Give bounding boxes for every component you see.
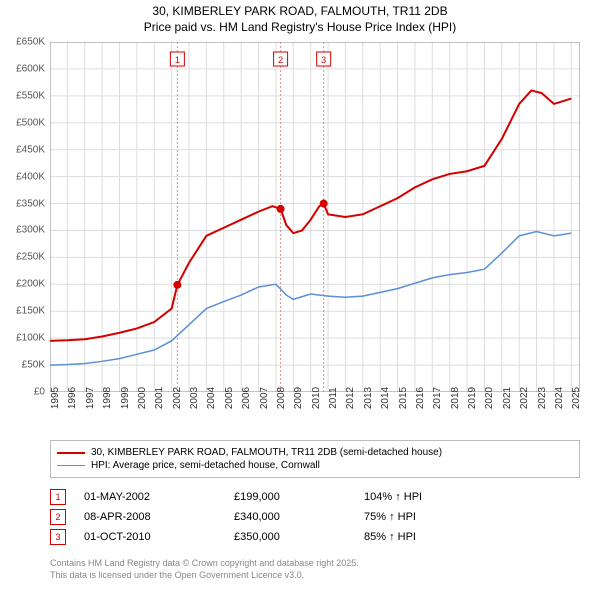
sale-marker: 3 xyxy=(50,529,66,545)
legend-label: HPI: Average price, semi-detached house,… xyxy=(91,460,320,471)
attribution: Contains HM Land Registry data © Crown c… xyxy=(50,558,359,581)
svg-text:1: 1 xyxy=(175,55,180,65)
ytick-label: £650K xyxy=(16,37,45,48)
sale-date: 01-OCT-2010 xyxy=(84,531,234,543)
legend-label: 30, KIMBERLEY PARK ROAD, FALMOUTH, TR11 … xyxy=(91,447,442,458)
ytick-label: £550K xyxy=(16,90,45,101)
sale-row: 2 08-APR-2008£340,00075% ↑ HPI xyxy=(50,509,580,525)
ytick-label: £400K xyxy=(16,171,45,182)
xtick-label: 2000 xyxy=(137,387,148,409)
xtick-label: 2005 xyxy=(224,387,235,409)
chart-svg: 1 2 3 xyxy=(50,42,580,392)
svg-text:2: 2 xyxy=(278,55,283,65)
xtick-label: 2010 xyxy=(311,387,322,409)
xtick-label: 2014 xyxy=(380,387,391,409)
xtick-label: 2007 xyxy=(259,387,270,409)
xtick-label: 2004 xyxy=(206,387,217,409)
sale-pct: 85% ↑ HPI xyxy=(364,531,484,543)
xtick-label: 2002 xyxy=(172,387,183,409)
ytick-label: £500K xyxy=(16,117,45,128)
title-line2: Price paid vs. HM Land Registry's House … xyxy=(0,20,600,36)
attribution-line1: Contains HM Land Registry data © Crown c… xyxy=(50,558,359,570)
chart-title: 30, KIMBERLEY PARK ROAD, FALMOUTH, TR11 … xyxy=(0,0,600,35)
sale-price: £340,000 xyxy=(234,511,364,523)
ytick-label: £600K xyxy=(16,63,45,74)
xtick-label: 1999 xyxy=(120,387,131,409)
attribution-line2: This data is licensed under the Open Gov… xyxy=(50,570,359,582)
ytick-label: £50K xyxy=(22,360,45,371)
xtick-label: 1997 xyxy=(85,387,96,409)
xtick-label: 2003 xyxy=(189,387,200,409)
sale-row: 1 01-MAY-2002£199,000104% ↑ HPI xyxy=(50,489,580,505)
sale-pct: 104% ↑ HPI xyxy=(364,491,484,503)
xtick-label: 2019 xyxy=(467,387,478,409)
xtick-label: 2017 xyxy=(432,387,443,409)
xtick-label: 2011 xyxy=(328,387,339,409)
legend-swatch xyxy=(57,452,85,454)
ytick-label: £450K xyxy=(16,144,45,155)
sale-marker: 1 xyxy=(50,489,66,505)
sale-date: 08-APR-2008 xyxy=(84,511,234,523)
xtick-label: 2012 xyxy=(345,387,356,409)
legend-row: HPI: Average price, semi-detached house,… xyxy=(57,460,573,471)
svg-text:3: 3 xyxy=(321,55,326,65)
xtick-label: 2006 xyxy=(241,387,252,409)
xtick-label: 2025 xyxy=(571,387,582,409)
ytick-label: £250K xyxy=(16,252,45,263)
xtick-label: 2008 xyxy=(276,387,287,409)
xtick-label: 1998 xyxy=(102,387,113,409)
sale-row: 3 01-OCT-2010£350,00085% ↑ HPI xyxy=(50,529,580,545)
xtick-label: 2013 xyxy=(363,387,374,409)
xtick-label: 2024 xyxy=(554,387,565,409)
xtick-label: 2001 xyxy=(154,387,165,409)
sale-price: £199,000 xyxy=(234,491,364,503)
ytick-label: £150K xyxy=(16,306,45,317)
ytick-label: £100K xyxy=(16,333,45,344)
xtick-label: 2015 xyxy=(398,387,409,409)
xtick-label: 1996 xyxy=(67,387,78,409)
legend-row: 30, KIMBERLEY PARK ROAD, FALMOUTH, TR11 … xyxy=(57,447,573,458)
xtick-label: 2018 xyxy=(450,387,461,409)
ytick-label: £200K xyxy=(16,279,45,290)
xtick-label: 2016 xyxy=(415,387,426,409)
ytick-label: £300K xyxy=(16,225,45,236)
xtick-label: 2021 xyxy=(502,387,513,409)
chart-container: 30, KIMBERLEY PARK ROAD, FALMOUTH, TR11 … xyxy=(0,0,600,590)
sales-table: 1 01-MAY-2002£199,000104% ↑ HPI 2 08-APR-20… xyxy=(50,485,580,549)
xtick-label: 2009 xyxy=(293,387,304,409)
legend-swatch xyxy=(57,465,85,466)
sale-price: £350,000 xyxy=(234,531,364,543)
xtick-label: 2022 xyxy=(519,387,530,409)
ytick-label: £0 xyxy=(34,387,45,398)
sale-pct: 75% ↑ HPI xyxy=(364,511,484,523)
chart-plot-area: 1 2 3 xyxy=(50,42,580,392)
xtick-label: 2020 xyxy=(484,387,495,409)
xtick-label: 1995 xyxy=(50,387,61,409)
xtick-label: 2023 xyxy=(537,387,548,409)
title-line1: 30, KIMBERLEY PARK ROAD, FALMOUTH, TR11 … xyxy=(0,4,600,20)
sale-marker: 2 xyxy=(50,509,66,525)
sale-date: 01-MAY-2002 xyxy=(84,491,234,503)
legend: 30, KIMBERLEY PARK ROAD, FALMOUTH, TR11 … xyxy=(50,440,580,478)
ytick-label: £350K xyxy=(16,198,45,209)
